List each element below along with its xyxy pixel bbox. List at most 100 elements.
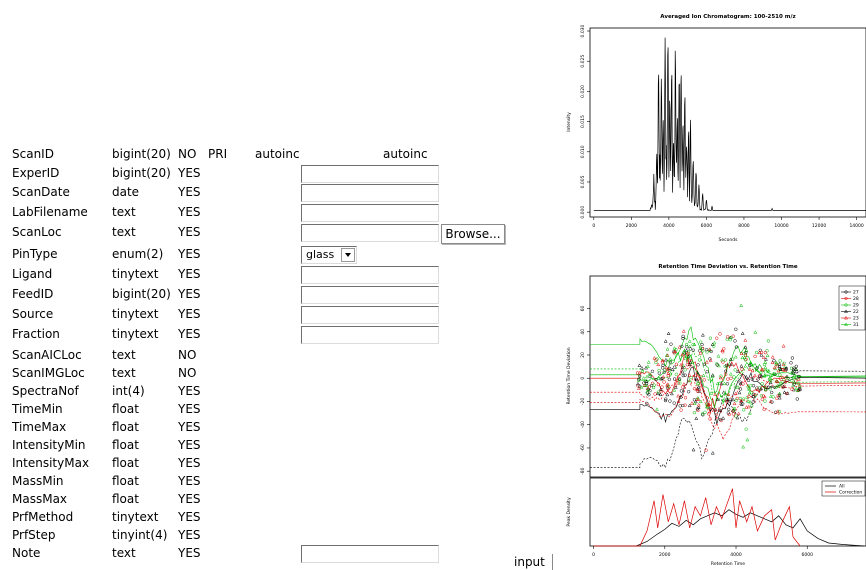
point-marker <box>761 394 765 398</box>
point-marker <box>679 362 683 367</box>
point-marker <box>692 401 697 405</box>
point-marker <box>791 375 796 380</box>
density-correction-line <box>593 488 801 547</box>
point-marker <box>742 355 747 360</box>
point-marker <box>686 350 691 354</box>
scanloc-input[interactable] <box>301 224 439 242</box>
point-marker <box>635 381 640 386</box>
deviation-curve <box>590 364 866 420</box>
x-tick-label: 8000 <box>738 223 750 229</box>
point-marker <box>733 339 737 343</box>
note-input[interactable] <box>301 545 439 563</box>
point-marker <box>666 386 671 390</box>
point-marker <box>696 408 700 413</box>
point-marker <box>667 368 671 373</box>
field-null: YES <box>178 420 201 434</box>
point-marker <box>681 336 685 341</box>
point-marker <box>708 358 713 362</box>
density-all-line <box>593 509 865 547</box>
fraction-input[interactable] <box>301 326 439 344</box>
point-marker <box>718 332 722 336</box>
point-marker <box>759 373 764 378</box>
field-name: FeedID <box>12 287 54 301</box>
ligand-input[interactable] <box>301 266 439 284</box>
field-name: SpectraNof <box>12 384 79 398</box>
point-marker <box>735 384 740 389</box>
point-marker <box>706 403 710 407</box>
browse-button[interactable]: Browse... <box>441 224 505 244</box>
point-marker <box>697 358 702 362</box>
point-marker <box>777 391 782 395</box>
point-marker <box>753 392 757 397</box>
labfilename-input[interactable] <box>301 204 439 222</box>
point-marker <box>762 394 767 399</box>
point-marker <box>645 401 649 406</box>
point-marker <box>673 384 678 388</box>
point-marker <box>739 398 744 402</box>
y-tick-label: 20 <box>580 352 586 358</box>
pintype-select[interactable]: glass <box>301 246 357 264</box>
y-tick-label: -20 <box>580 398 586 405</box>
scandate-input[interactable] <box>301 184 439 202</box>
point-marker <box>738 387 743 391</box>
field-extra: autoinc <box>255 147 300 161</box>
x-tick-label: 2000 <box>659 552 671 558</box>
point-marker <box>758 374 762 378</box>
point-marker <box>744 357 748 361</box>
point-marker <box>743 345 748 349</box>
point-marker <box>779 380 783 385</box>
point-marker <box>704 359 709 364</box>
point-marker <box>644 382 649 386</box>
point-marker <box>643 383 647 388</box>
point-marker <box>687 378 692 383</box>
point-marker <box>667 377 671 382</box>
point-marker <box>777 392 782 397</box>
field-name: Ligand <box>12 267 53 281</box>
point-marker <box>679 408 683 412</box>
chevron-down-icon[interactable] <box>341 248 355 262</box>
x-tick-label: 14000 <box>849 223 863 229</box>
y-tick-label: 40 <box>580 329 586 335</box>
field-null: YES <box>178 528 201 542</box>
field-name: ScanAICLoc <box>12 348 82 362</box>
point-marker <box>665 392 670 397</box>
point-marker <box>759 352 764 357</box>
point-marker <box>665 382 670 387</box>
point-marker <box>697 389 702 393</box>
point-marker <box>744 427 748 431</box>
point-marker <box>665 347 670 351</box>
point-marker <box>645 390 649 395</box>
plot-frame <box>589 27 866 218</box>
field-type: text <box>112 225 136 239</box>
point-marker <box>792 366 796 370</box>
y-tick-label: -60 <box>580 444 586 451</box>
field-name: ScanLoc <box>12 225 62 239</box>
field-name: MassMax <box>12 492 68 506</box>
point-marker <box>690 401 694 405</box>
point-marker <box>723 369 728 373</box>
input-submit-button[interactable]: input <box>511 554 553 570</box>
point-marker <box>656 382 660 387</box>
point-marker <box>733 385 738 389</box>
point-marker <box>789 366 794 370</box>
point-marker <box>696 385 701 389</box>
point-marker <box>663 357 668 362</box>
chromatogram-line <box>593 37 866 211</box>
source-input[interactable] <box>301 306 439 324</box>
point-marker <box>732 408 736 412</box>
legend-entry: 29 <box>853 303 859 309</box>
point-marker <box>701 413 705 417</box>
point-marker <box>732 401 737 406</box>
field-type: text <box>112 366 136 380</box>
point-marker <box>790 356 795 360</box>
point-marker <box>663 398 668 403</box>
point-marker <box>755 386 759 390</box>
field-null: NO <box>178 147 197 161</box>
point-marker <box>669 391 674 396</box>
experid-input[interactable] <box>301 165 439 183</box>
legend-entry: 23 <box>853 316 859 322</box>
point-marker <box>688 347 692 351</box>
point-marker <box>725 337 729 342</box>
feedid-input[interactable] <box>301 286 439 304</box>
